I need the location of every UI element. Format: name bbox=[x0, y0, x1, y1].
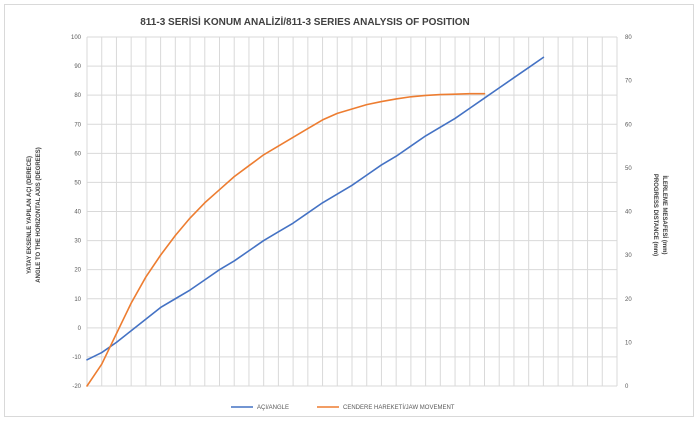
right-tick-label: 0 bbox=[625, 384, 629, 390]
right-axis-title-line2: PROGRESS DISTANCE (mm) bbox=[652, 174, 658, 256]
right-tick-label: 10 bbox=[625, 340, 632, 346]
left-tick-label: 70 bbox=[74, 122, 81, 128]
right-tick-label: 40 bbox=[625, 210, 632, 216]
left-axis-title-line2: ANGLE TO THE HORIZONTAL AXIS (DEGREES) bbox=[36, 147, 42, 282]
right-tick-label: 20 bbox=[625, 297, 632, 303]
legend: AÇI/ANGLE CENDERE HAREKETİ/JAW MOVEMENT bbox=[231, 404, 455, 411]
left-tick-label: 100 bbox=[71, 35, 82, 41]
tick-labels: -20 -10 0 10 20 30 40 50 60 70 80 90 100 0 10 20 30 40 50 6… bbox=[71, 35, 632, 390]
right-tick-label: 30 bbox=[625, 253, 632, 259]
left-tick-label: 60 bbox=[74, 151, 81, 157]
series-layer bbox=[86, 56, 545, 387]
legend-label-jaw: CENDERE HAREKETİ/JAW MOVEMENT bbox=[343, 404, 455, 411]
series-line-angle bbox=[86, 56, 545, 361]
left-tick-label: 40 bbox=[74, 210, 81, 216]
chart-frame: -20 -10 0 10 20 30 40 50 60 70 80 90 100 0 10 20 30 40 50 6… bbox=[4, 4, 694, 417]
legend-label-angle: AÇI/ANGLE bbox=[257, 405, 289, 411]
right-tick-label: 50 bbox=[625, 166, 632, 172]
left-tick-label: 50 bbox=[74, 180, 81, 186]
right-tick-label: 70 bbox=[625, 79, 632, 85]
chart-title: 811-3 SERİSİ KONUM ANALİZİ/811-3 SERIES … bbox=[140, 15, 470, 28]
left-tick-label: 0 bbox=[78, 326, 82, 332]
chart-svg: -20 -10 0 10 20 30 40 50 60 70 80 90 100 0 10 20 30 40 50 6… bbox=[27, 15, 668, 411]
right-axis-title-line1: İLERLEME MESAFESİ (mm) bbox=[661, 175, 668, 254]
left-axis-title-line1: YATAY EKSENLE YAPILAN AÇI (DERECE) bbox=[27, 156, 33, 274]
left-tick-label: -10 bbox=[72, 355, 81, 361]
left-tick-label: 80 bbox=[74, 93, 81, 99]
left-tick-label: -20 bbox=[72, 384, 81, 390]
left-tick-label: 10 bbox=[74, 297, 81, 303]
grid-layer bbox=[86, 36, 618, 387]
left-tick-label: 20 bbox=[74, 268, 81, 274]
right-tick-label: 60 bbox=[625, 122, 632, 128]
series-line-jaw-movement bbox=[86, 92, 486, 387]
left-tick-label: 90 bbox=[74, 64, 81, 70]
left-tick-label: 30 bbox=[74, 239, 81, 245]
right-tick-label: 80 bbox=[625, 35, 632, 41]
